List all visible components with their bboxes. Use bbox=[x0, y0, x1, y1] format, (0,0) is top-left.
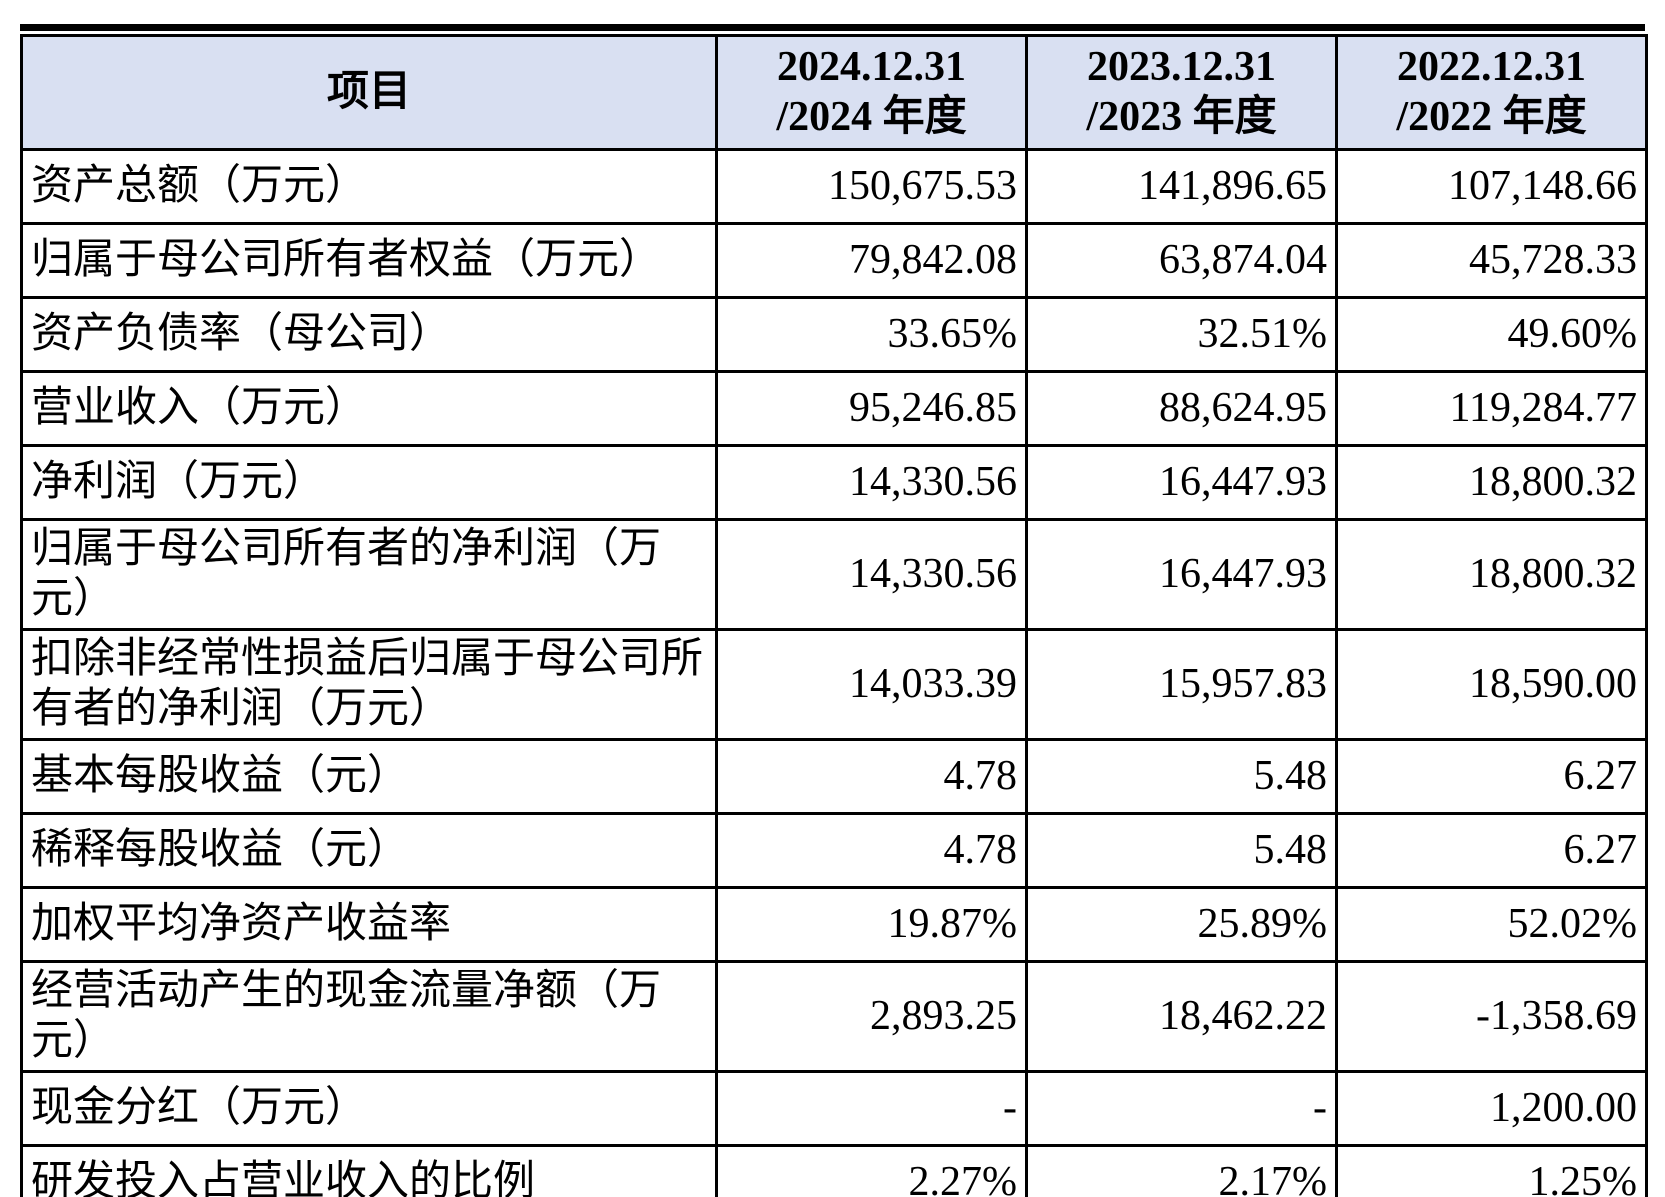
row-label: 归属于母公司所有者权益（万元） bbox=[20, 222, 718, 300]
column-header-item: 项目 bbox=[20, 33, 718, 152]
row-value: 33.65% bbox=[715, 296, 1028, 374]
row-value: 19.87% bbox=[715, 886, 1028, 964]
column-header-period-2022: 2022.12.31 /2022 年度 bbox=[1335, 33, 1648, 152]
period-date: 2023.12.31 bbox=[1087, 44, 1276, 90]
table-header-row: 项目 2024.12.31 /2024 年度 2023.12.31 /2023 … bbox=[20, 33, 1648, 152]
row-value: 52.02% bbox=[1335, 886, 1648, 964]
row-value: 1.25% bbox=[1335, 1144, 1648, 1197]
column-header-item-label: 项目 bbox=[326, 68, 411, 115]
table-row: 资产总额（万元） 150,675.53 141,896.65 107,148.6… bbox=[20, 148, 1648, 226]
row-value: 4.78 bbox=[715, 812, 1028, 890]
table-row: 营业收入（万元） 95,246.85 88,624.95 119,284.77 bbox=[20, 370, 1648, 448]
row-value: - bbox=[1025, 1070, 1338, 1148]
row-value: 6.27 bbox=[1335, 738, 1648, 816]
row-label: 扣除非经常性损益后归属于母公司所有者的净利润（万元） bbox=[20, 628, 718, 742]
row-value: -1,358.69 bbox=[1335, 960, 1648, 1074]
row-value: 14,330.56 bbox=[715, 518, 1028, 632]
table-row: 资产负债率（母公司） 33.65% 32.51% 49.60% bbox=[20, 296, 1648, 374]
row-value: 141,896.65 bbox=[1025, 148, 1338, 226]
table-row: 加权平均净资产收益率 19.87% 25.89% 52.02% bbox=[20, 886, 1648, 964]
row-label: 研发投入占营业收入的比例 bbox=[20, 1144, 718, 1197]
financial-summary-table: 项目 2024.12.31 /2024 年度 2023.12.31 /2023 … bbox=[20, 24, 1648, 1197]
row-value: 18,590.00 bbox=[1335, 628, 1648, 742]
table-row: 基本每股收益（元） 4.78 5.48 6.27 bbox=[20, 738, 1648, 816]
table-row: 研发投入占营业收入的比例 2.27% 2.17% 1.25% bbox=[20, 1144, 1648, 1197]
table-row: 稀释每股收益（元） 4.78 5.48 6.27 bbox=[20, 812, 1648, 890]
row-value: 18,800.32 bbox=[1335, 444, 1648, 522]
row-value: 32.51% bbox=[1025, 296, 1338, 374]
row-value: 15,957.83 bbox=[1025, 628, 1338, 742]
row-value: 14,330.56 bbox=[715, 444, 1028, 522]
row-value: 2.17% bbox=[1025, 1144, 1338, 1197]
period-date: 2024.12.31 bbox=[777, 44, 966, 90]
period-year: /2023 年度 bbox=[1086, 93, 1277, 140]
row-label: 资产负债率（母公司） bbox=[20, 296, 718, 374]
row-label: 现金分红（万元） bbox=[20, 1070, 718, 1148]
table-row: 净利润（万元） 14,330.56 16,447.93 18,800.32 bbox=[20, 444, 1648, 522]
row-label: 基本每股收益（元） bbox=[20, 738, 718, 816]
row-label: 经营活动产生的现金流量净额（万元） bbox=[20, 960, 718, 1074]
table-row: 现金分红（万元） - - 1,200.00 bbox=[20, 1070, 1648, 1148]
row-label: 稀释每股收益（元） bbox=[20, 812, 718, 890]
period-year: /2024 年度 bbox=[776, 93, 967, 140]
row-value: 18,462.22 bbox=[1025, 960, 1338, 1074]
row-value: 5.48 bbox=[1025, 738, 1338, 816]
table-row: 归属于母公司所有者权益（万元） 79,842.08 63,874.04 45,7… bbox=[20, 222, 1648, 300]
row-value: 4.78 bbox=[715, 738, 1028, 816]
row-value: 2,893.25 bbox=[715, 960, 1028, 1074]
row-value: 119,284.77 bbox=[1335, 370, 1648, 448]
column-header-period-2023: 2023.12.31 /2023 年度 bbox=[1025, 33, 1338, 152]
table-row: 扣除非经常性损益后归属于母公司所有者的净利润（万元） 14,033.39 15,… bbox=[20, 628, 1648, 742]
row-value: 14,033.39 bbox=[715, 628, 1028, 742]
row-value: 79,842.08 bbox=[715, 222, 1028, 300]
row-label: 营业收入（万元） bbox=[20, 370, 718, 448]
table-row: 归属于母公司所有者的净利润（万元） 14,330.56 16,447.93 18… bbox=[20, 518, 1648, 632]
row-value: 5.48 bbox=[1025, 812, 1338, 890]
row-label: 归属于母公司所有者的净利润（万元） bbox=[20, 518, 718, 632]
row-label: 净利润（万元） bbox=[20, 444, 718, 522]
period-date: 2022.12.31 bbox=[1397, 44, 1586, 90]
row-value: 49.60% bbox=[1335, 296, 1648, 374]
financial-table: 项目 2024.12.31 /2024 年度 2023.12.31 /2023 … bbox=[20, 33, 1648, 1197]
row-value: 88,624.95 bbox=[1025, 370, 1338, 448]
row-value: 6.27 bbox=[1335, 812, 1648, 890]
row-value: 1,200.00 bbox=[1335, 1070, 1648, 1148]
row-value: 2.27% bbox=[715, 1144, 1028, 1197]
row-value: 63,874.04 bbox=[1025, 222, 1338, 300]
row-value: 95,246.85 bbox=[715, 370, 1028, 448]
row-value: 45,728.33 bbox=[1335, 222, 1648, 300]
row-value: 150,675.53 bbox=[715, 148, 1028, 226]
column-header-period-2024: 2024.12.31 /2024 年度 bbox=[715, 33, 1028, 152]
row-value: 16,447.93 bbox=[1025, 444, 1338, 522]
row-label: 加权平均净资产收益率 bbox=[20, 886, 718, 964]
period-year: /2022 年度 bbox=[1396, 93, 1587, 140]
row-value: 107,148.66 bbox=[1335, 148, 1648, 226]
row-value: 25.89% bbox=[1025, 886, 1338, 964]
row-value: - bbox=[715, 1070, 1028, 1148]
row-value: 18,800.32 bbox=[1335, 518, 1648, 632]
row-value: 16,447.93 bbox=[1025, 518, 1338, 632]
row-label: 资产总额（万元） bbox=[20, 148, 718, 226]
table-row: 经营活动产生的现金流量净额（万元） 2,893.25 18,462.22 -1,… bbox=[20, 960, 1648, 1074]
